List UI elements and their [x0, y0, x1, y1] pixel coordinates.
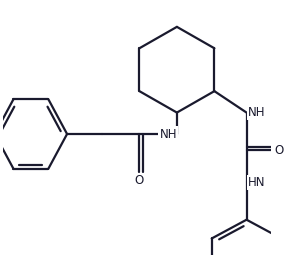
Text: NH: NH [159, 128, 177, 140]
Text: O: O [275, 144, 284, 157]
Text: O: O [135, 174, 144, 187]
Text: HN: HN [248, 176, 265, 189]
Text: NH: NH [248, 106, 265, 119]
